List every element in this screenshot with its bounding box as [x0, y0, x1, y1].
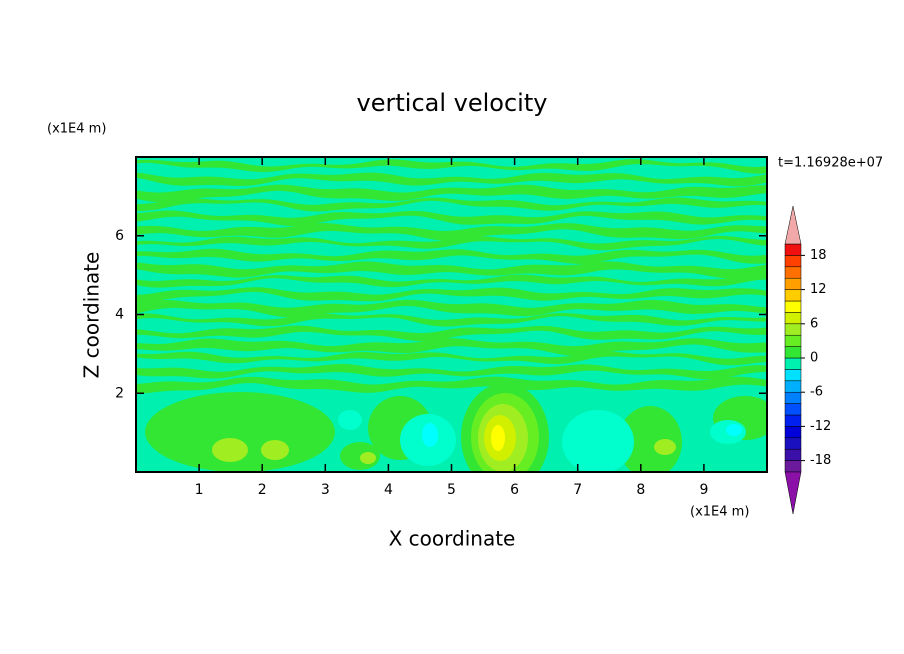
colorbar-box — [784, 426, 802, 439]
x-tick-label: 8 — [636, 482, 645, 498]
contour-band — [136, 248, 767, 264]
contour-band — [136, 325, 767, 342]
colorbar-box — [784, 357, 802, 370]
blob — [562, 410, 634, 472]
blob — [338, 410, 362, 430]
colorbar-box — [784, 391, 802, 404]
colorbar-box — [784, 334, 802, 347]
x-tick-label: 4 — [384, 482, 393, 498]
colorbar-box — [784, 277, 802, 290]
colorbar-box — [784, 369, 802, 382]
blob — [360, 452, 376, 464]
contour-band — [136, 287, 767, 304]
contour-band — [136, 197, 767, 212]
colorbar-box — [784, 448, 802, 461]
blob — [145, 392, 335, 472]
contour-band — [136, 313, 767, 327]
y-axis-label: Z coordinate — [80, 252, 104, 379]
blob — [654, 439, 676, 455]
colorbar-tick-label: -18 — [810, 453, 831, 468]
x-tick-label: 9 — [699, 482, 708, 498]
y-unit: (x1E4 m) — [47, 122, 106, 137]
y-tick-label: 2 — [115, 385, 124, 401]
blob — [212, 438, 248, 462]
contour-band — [136, 184, 767, 203]
blob — [726, 424, 742, 436]
colorbar-tick-label: 12 — [810, 282, 827, 297]
contour-band — [136, 338, 767, 356]
colorbar-box — [784, 403, 802, 416]
colorbar-box — [784, 414, 802, 427]
colorbar-box — [784, 312, 802, 325]
colorbar-box — [784, 289, 802, 302]
x-tick-label: 1 — [195, 482, 204, 498]
x-tick-label: 3 — [321, 482, 330, 498]
y-tick-label: 4 — [115, 307, 124, 323]
contour-band — [136, 235, 767, 251]
contour-band — [136, 261, 767, 279]
x-unit: (x1E4 m) — [690, 505, 749, 520]
blob — [422, 423, 438, 447]
colorbar-box — [784, 300, 802, 313]
x-tick-label: 2 — [258, 482, 267, 498]
colorbar-box — [784, 437, 802, 450]
contour-band — [136, 210, 767, 227]
x-axis-label: X coordinate — [389, 527, 516, 551]
colorbar-box — [784, 243, 802, 256]
time-label: t=1.16928e+07 — [778, 156, 883, 171]
colorbar-box — [784, 346, 802, 359]
x-tick-label: 6 — [510, 482, 519, 498]
colorbar-under — [784, 471, 802, 515]
colorbar-tick-label: -12 — [810, 419, 831, 434]
colorbar-tick-label: 6 — [810, 316, 818, 331]
colorbar-over — [784, 205, 802, 245]
colorbar-box — [784, 255, 802, 268]
contour-band — [136, 172, 767, 187]
y-tick-label: 6 — [115, 228, 124, 244]
chart-title: vertical velocity — [357, 89, 548, 117]
blob — [491, 425, 505, 451]
colorbar-tick-label: 0 — [810, 351, 818, 366]
colorbar-box — [784, 460, 802, 473]
colorbar-tick-label: 18 — [810, 248, 827, 263]
blob — [261, 440, 289, 460]
colorbar-box — [784, 380, 802, 393]
contour-band — [136, 351, 767, 366]
colorbar-box — [784, 323, 802, 336]
ticks — [136, 157, 767, 472]
contour-band — [136, 376, 767, 394]
contour-band — [136, 299, 767, 318]
contour-band — [136, 223, 767, 241]
contour-band — [136, 274, 767, 288]
contour-band — [136, 159, 767, 174]
blob — [618, 406, 682, 472]
contour-band — [136, 363, 767, 380]
colorbar-tick-label: -6 — [810, 385, 823, 400]
x-tick-label: 7 — [573, 482, 582, 498]
contour-blobs — [145, 383, 767, 472]
x-tick-label: 5 — [447, 482, 456, 498]
colorbar-box — [784, 266, 802, 279]
